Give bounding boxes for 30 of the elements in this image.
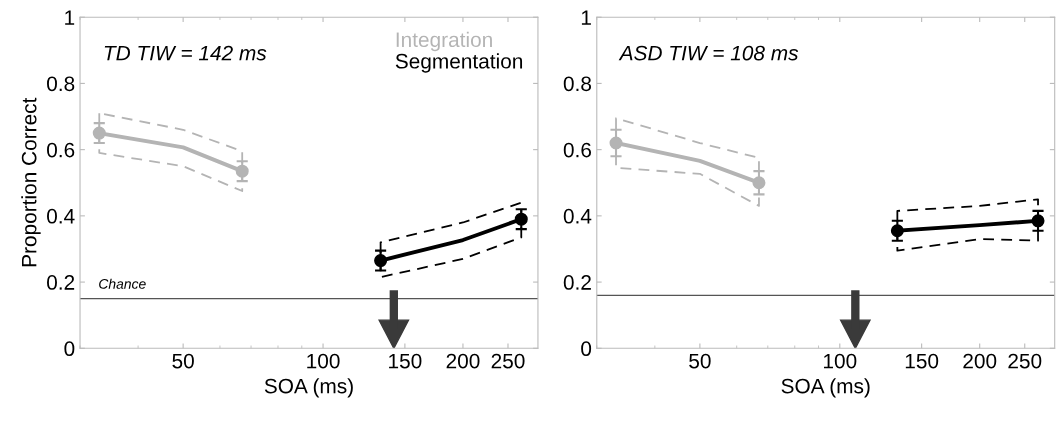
y-tick-label: 0.6 [47,142,75,158]
legend-label: Integration [396,31,492,52]
y-tick-label: 0.8 [563,76,592,92]
x-tick-label: 250 [1008,353,1042,369]
x-tick-label: 200 [446,353,480,369]
y-tick-label: 1 [581,10,591,25]
x-axis-title: SOA (ms) [781,378,870,398]
x-tick-label: 150 [389,353,422,369]
y-tick-label: 0.6 [563,142,592,158]
x-tick-label: 150 [905,353,939,369]
x-tick-label: 100 [824,353,857,369]
x-tick-label: 250 [491,353,525,369]
y-tick-label: 0 [581,341,592,357]
x-tick-label: 200 [963,353,997,369]
x-tick-label: 50 [689,353,711,369]
y-tick-label: 1 [65,10,75,25]
y-axis-title: Proportion Correct [21,97,41,267]
y-tick-label: 0.4 [563,208,592,224]
y-tick-label: 0.4 [47,208,75,224]
annotation: ASD TIW = 108 ms [618,45,799,61]
text: Segmentation [395,53,523,73]
x-tick-label: 50 [172,353,194,369]
y-tick-label: 0.8 [47,76,75,92]
x-axis-title: SOA (ms) [264,378,353,398]
y-tick-label: 0 [64,341,75,357]
annotation: TD TIW = 142 ms [104,45,267,61]
x-tick-label: 100 [307,353,340,369]
ref-line-label: Chance [99,278,146,289]
y-tick-label: 0.2 [47,275,75,290]
y-tick-label: 0.2 [563,275,591,290]
